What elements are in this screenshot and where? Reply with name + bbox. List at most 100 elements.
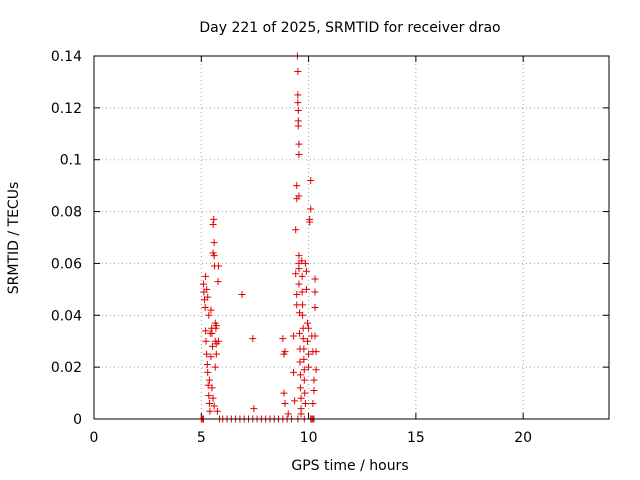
data-point <box>203 361 211 369</box>
data-point <box>209 221 217 229</box>
data-point <box>297 394 305 402</box>
data-point <box>293 182 301 190</box>
axis-ticks: 0 5 10 15 20 0 0.02 0.04 0.06 0.08 0.1 0.12 0.14 <box>51 49 609 446</box>
y-tick-label: 0.06 <box>51 256 82 272</box>
data-point <box>311 332 319 340</box>
x-axis-label: GPS time / hours <box>291 458 408 474</box>
data-point <box>204 368 212 376</box>
data-point <box>299 335 307 343</box>
data-point <box>212 322 220 330</box>
data-point <box>208 384 216 392</box>
data-point <box>299 311 307 319</box>
data-point <box>296 329 304 337</box>
data-point <box>210 215 218 223</box>
y-tick-label: 0.04 <box>51 308 82 324</box>
data-point <box>208 342 216 350</box>
data-point <box>307 205 315 213</box>
data-point <box>212 350 220 358</box>
grid <box>94 56 609 419</box>
data-point <box>205 311 213 319</box>
x-tick-label: 10 <box>300 430 318 446</box>
data-point <box>202 337 210 345</box>
data-point <box>295 280 303 288</box>
data-point <box>305 363 313 371</box>
data-point <box>310 376 318 384</box>
data-point <box>300 345 308 353</box>
data-point <box>294 99 302 107</box>
data-point <box>300 376 308 384</box>
data-point <box>298 257 306 265</box>
data-point <box>213 407 221 415</box>
data-point <box>311 275 319 283</box>
chart-title: Day 221 of 2025, SRMTID for receiver dra… <box>199 20 500 36</box>
data-point <box>290 332 298 340</box>
y-tick-label: 0.08 <box>51 205 82 221</box>
data-point <box>290 368 298 376</box>
data-point <box>201 304 209 312</box>
data-point <box>294 106 302 114</box>
data-point <box>281 399 289 407</box>
data-point <box>299 301 307 309</box>
data-point <box>214 278 222 286</box>
data-point <box>298 288 306 296</box>
data-point <box>204 293 212 301</box>
data-point <box>295 265 303 273</box>
data-point <box>292 226 300 234</box>
data-point <box>294 68 302 76</box>
data-point <box>293 291 301 299</box>
y-tick-label: 0.12 <box>51 101 82 117</box>
data-point <box>301 399 309 407</box>
data-point <box>294 122 302 130</box>
data-point <box>249 335 257 343</box>
data-point <box>202 272 210 280</box>
data-point <box>208 329 216 337</box>
data-point <box>307 176 315 184</box>
data-point <box>206 407 214 415</box>
data-point <box>205 399 213 407</box>
data-point <box>291 397 299 405</box>
data-point <box>203 350 211 358</box>
data-point <box>310 386 318 394</box>
data-point <box>211 363 219 371</box>
data-point <box>304 319 312 327</box>
data-point <box>300 366 308 374</box>
data-point <box>304 337 312 345</box>
y-axis-label: SRMTID / TECUs <box>6 182 22 295</box>
y-tick-label: 0.1 <box>60 153 82 169</box>
data-point <box>295 192 303 200</box>
data-point <box>294 91 302 99</box>
x-tick-label: 0 <box>90 430 99 446</box>
data-point <box>296 358 304 366</box>
data-point <box>210 239 218 247</box>
data-point <box>311 288 319 296</box>
data-point <box>207 306 215 314</box>
data-point <box>279 335 287 343</box>
data-point <box>295 140 303 148</box>
data-point <box>202 327 210 335</box>
data-point <box>205 376 213 384</box>
data-point <box>296 371 304 379</box>
data-point <box>298 272 306 280</box>
data-point <box>203 285 211 293</box>
data-point <box>311 304 319 312</box>
data-point <box>209 394 217 402</box>
data-point <box>204 381 212 389</box>
x-tick-label: 5 <box>197 430 206 446</box>
data-point <box>309 399 317 407</box>
data-point <box>296 384 304 392</box>
y-tick-label: 0.02 <box>51 360 82 376</box>
y-tick-label: 0 <box>73 412 82 428</box>
data-point <box>205 392 213 400</box>
data-point <box>207 353 215 361</box>
data-point <box>312 366 320 374</box>
data-point <box>306 218 314 226</box>
data-point <box>250 405 258 413</box>
data-point <box>210 252 218 260</box>
data-point <box>214 262 222 270</box>
data-point <box>199 280 207 288</box>
x-tick-label: 20 <box>514 430 532 446</box>
data-point <box>238 291 246 299</box>
data-point <box>301 389 309 397</box>
y-tick-label: 0.14 <box>51 49 82 65</box>
